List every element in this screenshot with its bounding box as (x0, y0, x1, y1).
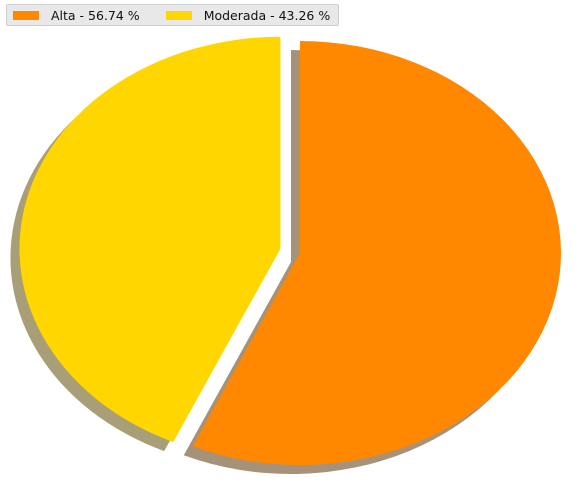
legend-item-moderada: Moderada - 43.26 % (165, 7, 331, 23)
legend-swatch-moderada (165, 10, 192, 20)
legend-swatch-alta (13, 10, 39, 20)
legend-item-alta: Alta - 56.74 % (13, 8, 140, 23)
pie-slice-alta (192, 41, 562, 465)
pie-slice-moderada (19, 36, 281, 443)
legend-label-alta: Alta - 56.74 % (51, 7, 140, 23)
legend-label-moderada: Moderada - 43.26 % (203, 7, 331, 23)
chart-legend: Alta - 56.74 % Moderada - 43.26 % (6, 4, 340, 26)
